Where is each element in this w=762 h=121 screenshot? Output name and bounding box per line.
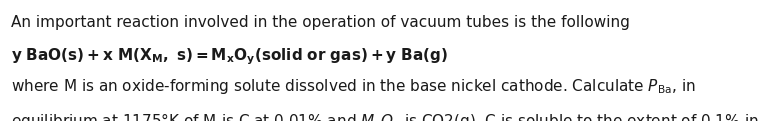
Text: equilibrium at 1175°K of M is C at 0.01% and $M_{x}O_{y}$ is CO2(g). C is solubl: equilibrium at 1175°K of M is C at 0.01%…: [11, 111, 762, 121]
Text: where M is an oxide-forming solute dissolved in the base nickel cathode. Calcula: where M is an oxide-forming solute disso…: [11, 77, 696, 96]
Text: An important reaction involved in the operation of vacuum tubes is the following: An important reaction involved in the op…: [11, 15, 630, 30]
Text: $\mathbf{y\ BaO(s) + x\ M(X_{M},\ s) = M_{x}O_{y}(solid\ or\ gas) + y\ Ba(g)}$: $\mathbf{y\ BaO(s) + x\ M(X_{M},\ s) = M…: [11, 46, 449, 67]
